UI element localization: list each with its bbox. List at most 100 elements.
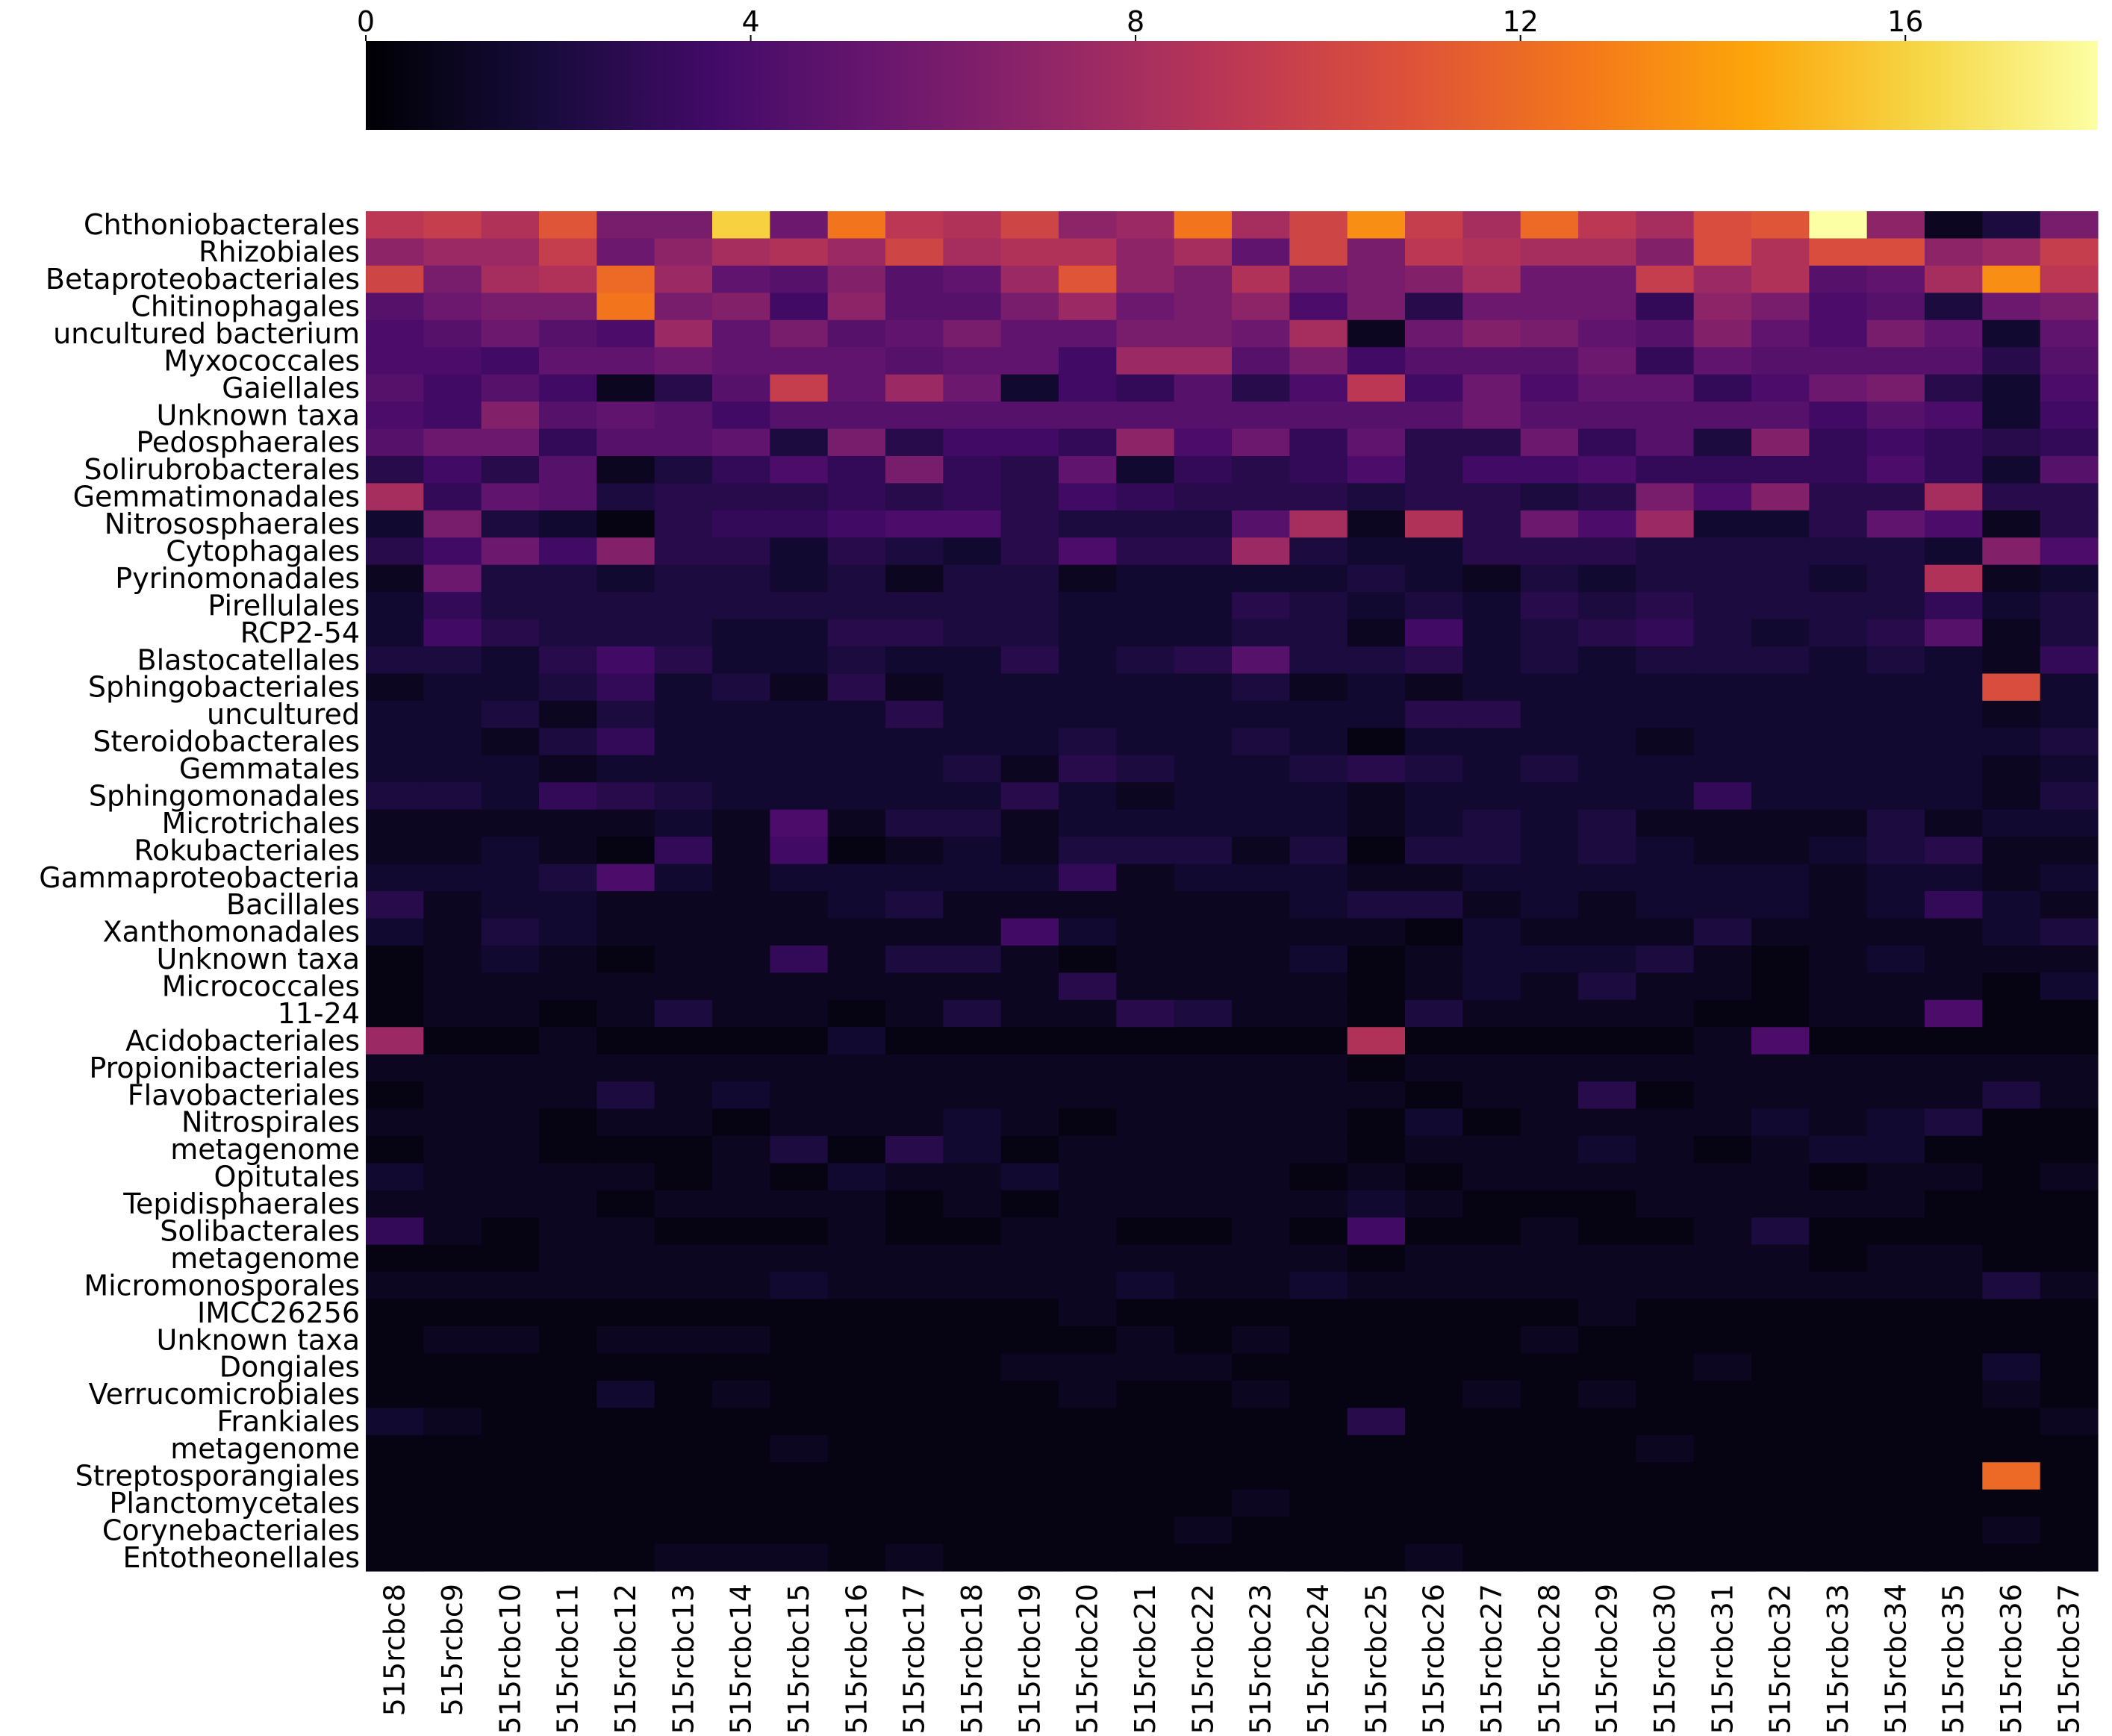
heatmap-cell — [1059, 1081, 1117, 1110]
heatmap-cell — [654, 564, 713, 593]
heatmap-cell — [1000, 1380, 1059, 1408]
heatmap-cell — [827, 1462, 886, 1490]
heatmap-cell — [366, 592, 424, 620]
heatmap-cell — [1059, 1135, 1117, 1164]
heatmap-cell — [1462, 837, 1521, 865]
heatmap-cell — [1809, 428, 1868, 457]
heatmap-cell — [712, 782, 770, 811]
heatmap-cell — [1982, 1027, 2041, 1055]
heatmap-cell — [1693, 728, 1752, 756]
row-label: Flavobacteriales — [128, 1078, 360, 1111]
heatmap-cell — [423, 1081, 482, 1110]
heatmap-cell — [1405, 211, 1463, 240]
heatmap-cell — [366, 1054, 424, 1082]
heatmap-cell — [539, 1299, 597, 1327]
heatmap-cell — [539, 1489, 597, 1517]
heatmap-cell — [943, 918, 1002, 946]
heatmap-cell — [1232, 1190, 1290, 1218]
heatmap-cell — [1289, 347, 1348, 375]
heatmap-cell — [1866, 1108, 1925, 1137]
heatmap-cell — [1059, 564, 1117, 593]
heatmap-cell — [1405, 1408, 1463, 1436]
heatmap-cell — [1059, 1217, 1117, 1246]
heatmap-cell — [1636, 1054, 1695, 1082]
heatmap-cell — [1809, 1434, 1868, 1463]
heatmap-cell — [1578, 945, 1636, 973]
heatmap-cell — [1462, 374, 1521, 402]
heatmap-cell — [481, 564, 540, 593]
heatmap-cell — [1000, 864, 1059, 892]
heatmap-cell — [1405, 864, 1463, 892]
heatmap-cell — [1578, 238, 1636, 266]
heatmap-cell — [654, 592, 713, 620]
heatmap-cell — [1925, 1135, 1983, 1164]
heatmap-cell — [539, 809, 597, 837]
heatmap-cell — [1693, 999, 1752, 1028]
heatmap-cell — [827, 999, 886, 1028]
heatmap-cell — [827, 483, 886, 511]
heatmap-cell — [1636, 1462, 1695, 1490]
heatmap-cell — [423, 347, 482, 375]
heatmap-cell — [1809, 619, 1868, 647]
heatmap-cell — [827, 374, 886, 402]
heatmap-cell — [596, 1163, 655, 1191]
heatmap-cell — [1289, 1190, 1348, 1218]
heatmap-cell — [366, 864, 424, 892]
heatmap-cell — [423, 1326, 482, 1355]
heatmap-cell — [1925, 265, 1983, 293]
heatmap-cell — [1520, 1081, 1579, 1110]
heatmap-cell — [1925, 700, 1983, 728]
heatmap-cell — [770, 1027, 829, 1055]
heatmap-cell — [2040, 673, 2099, 702]
heatmap-cell — [1925, 1272, 1983, 1300]
heatmap-cell — [1693, 1081, 1752, 1110]
heatmap-cell — [423, 1489, 482, 1517]
heatmap-cell — [1751, 1489, 1810, 1517]
heatmap-cell — [1866, 646, 1925, 675]
heatmap-cell — [1925, 1027, 1983, 1055]
heatmap-cell — [1347, 1054, 1406, 1082]
heatmap-cell — [1925, 374, 1983, 402]
heatmap-cell — [1578, 1272, 1636, 1300]
heatmap-cell — [1520, 402, 1579, 430]
heatmap-cell — [1232, 1163, 1290, 1191]
heatmap-cell — [1174, 1299, 1233, 1327]
heatmap-cell — [1000, 564, 1059, 593]
heatmap-cell — [1809, 972, 1868, 1001]
heatmap-cell — [1751, 1054, 1810, 1082]
heatmap-cell — [1059, 728, 1117, 756]
heatmap-cell — [596, 945, 655, 973]
heatmap-cell — [1462, 319, 1521, 348]
heatmap-cell — [712, 1163, 770, 1191]
heatmap-cell — [1982, 402, 2041, 430]
heatmap-cell — [654, 700, 713, 728]
heatmap-cell — [1578, 673, 1636, 702]
heatmap-cell — [770, 1489, 829, 1517]
heatmap-cell — [481, 1299, 540, 1327]
heatmap-cell — [1982, 1462, 2041, 1490]
heatmap-cell — [1520, 564, 1579, 593]
heatmap-cell — [1059, 809, 1117, 837]
heatmap-cell — [1693, 809, 1752, 837]
heatmap-cell — [943, 1190, 1002, 1218]
heatmap-cell — [1059, 1434, 1117, 1463]
heatmap-cell — [1693, 1272, 1752, 1300]
heatmap-cell — [1751, 700, 1810, 728]
heatmap-cell — [943, 1081, 1002, 1110]
heatmap-cell — [1174, 592, 1233, 620]
heatmap-cell — [770, 1244, 829, 1273]
heatmap-cell — [1347, 1543, 1406, 1572]
heatmap-cell — [539, 972, 597, 1001]
heatmap-cell — [481, 972, 540, 1001]
heatmap-cell — [1520, 809, 1579, 837]
heatmap-cell — [1116, 510, 1175, 538]
heatmap-cell — [596, 319, 655, 348]
heatmap-cell — [1982, 319, 2041, 348]
heatmap-cell — [1059, 1408, 1117, 1436]
heatmap-cell — [1578, 728, 1636, 756]
heatmap-cell — [481, 592, 540, 620]
heatmap-cell — [827, 891, 886, 919]
heatmap-cell — [1059, 837, 1117, 865]
heatmap-cell — [943, 1135, 1002, 1164]
heatmap-cell — [712, 945, 770, 973]
